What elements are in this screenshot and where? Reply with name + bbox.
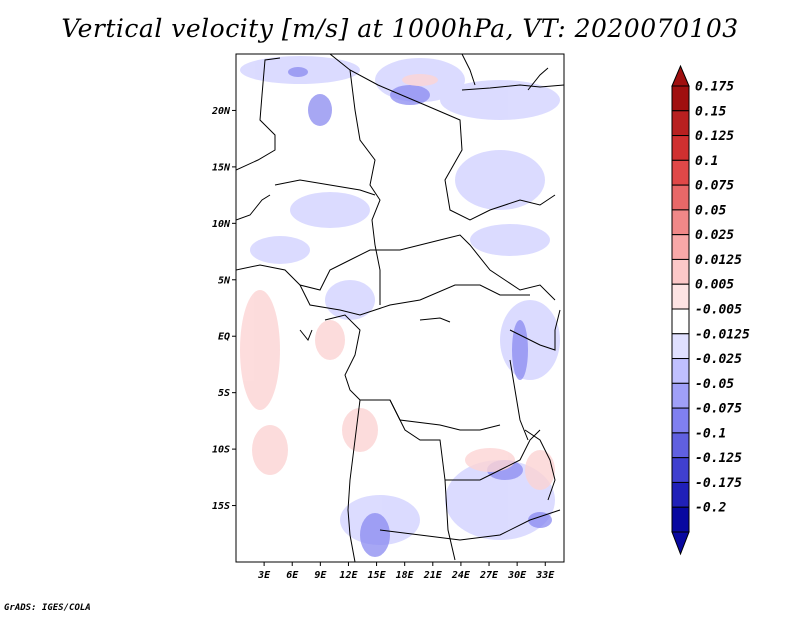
colorbar-label: -0.005 bbox=[695, 303, 742, 318]
colorbar-swatch bbox=[671, 184, 690, 211]
lon-tick-label: 24E bbox=[451, 570, 471, 581]
lat-tick-label: 15N bbox=[212, 162, 231, 173]
lon-tick-label: 12E bbox=[339, 570, 358, 581]
colorbar-label: -0.125 bbox=[695, 451, 742, 466]
colorbar-label: 0.0125 bbox=[695, 253, 742, 268]
colorbar-swatch bbox=[671, 407, 690, 434]
lat-tick-label: 5S bbox=[218, 388, 230, 399]
lat-tick-label: 20N bbox=[211, 106, 231, 117]
colorbar-swatch bbox=[671, 283, 690, 310]
lat-tick-label: 10S bbox=[212, 445, 230, 456]
lon-tick-label: 6E bbox=[286, 570, 299, 581]
colorbar-label: 0.005 bbox=[695, 278, 734, 293]
colorbar-label: -0.2 bbox=[695, 501, 726, 516]
longitude-axis: 3E 6E 9E 12E 15E 18E 21E 24E 27E 30E 33E bbox=[257, 562, 555, 581]
lat-tick-label: EQ bbox=[218, 332, 230, 343]
colorbar-swatch bbox=[671, 308, 690, 335]
colorbar-label: 0.075 bbox=[695, 179, 734, 194]
grads-credit: GrADS: IGES/COLA bbox=[4, 603, 91, 613]
lat-tick-label: 5N bbox=[218, 275, 231, 286]
country-borders bbox=[236, 54, 564, 562]
colorbar-swatch bbox=[671, 382, 690, 409]
colorbar-swatch bbox=[671, 358, 690, 384]
lon-tick-label: 18E bbox=[396, 570, 415, 581]
colorbar-label: -0.1 bbox=[695, 426, 726, 441]
lon-tick-label: 3E bbox=[257, 570, 271, 581]
map-title: Vertical velocity [m/s] at 1000hPa, VT: … bbox=[61, 14, 739, 43]
colorbar-swatch bbox=[671, 333, 690, 360]
lon-tick-label: 15E bbox=[368, 570, 387, 581]
colorbar-swatch bbox=[671, 234, 690, 260]
colorbar-label: 0.125 bbox=[695, 129, 734, 144]
colorbar-swatch bbox=[671, 110, 690, 137]
colorbar-label: 0.025 bbox=[695, 228, 734, 243]
lon-tick-label: 33E bbox=[535, 570, 555, 581]
lon-tick-label: 9E bbox=[314, 570, 327, 581]
colorbar-swatch bbox=[671, 209, 690, 236]
colorbar-swatch bbox=[671, 457, 690, 483]
colorbar-label: -0.075 bbox=[695, 402, 742, 417]
colorbar-label: 0.05 bbox=[695, 203, 726, 218]
lon-tick-label: 27E bbox=[479, 570, 499, 581]
colorbar-bottom-arrow bbox=[671, 531, 690, 556]
colorbar-label: -0.175 bbox=[695, 476, 742, 491]
colorbar-swatch bbox=[671, 506, 690, 533]
colorbar-label: 0.1 bbox=[695, 154, 718, 169]
colorbar-swatch bbox=[671, 481, 690, 508]
lat-tick-label: 15S bbox=[212, 501, 230, 512]
colorbar-label: -0.05 bbox=[695, 377, 734, 392]
colorbar-label: -0.025 bbox=[695, 352, 742, 367]
colorbar-label: 0.15 bbox=[695, 104, 726, 119]
velocity-field bbox=[236, 54, 564, 562]
colorbar-swatch bbox=[671, 159, 690, 186]
colorbar-swatch bbox=[671, 85, 690, 112]
colorbar-label: 0.175 bbox=[695, 80, 734, 95]
colorbar-swatch bbox=[671, 258, 690, 285]
colorbar-swatch bbox=[671, 135, 690, 161]
lon-tick-label: 30E bbox=[507, 570, 527, 581]
colorbar-top-arrow bbox=[671, 64, 690, 87]
lat-tick-label: 10N bbox=[212, 219, 231, 230]
strong-negative-velocity bbox=[288, 67, 552, 557]
colorbar-swatch bbox=[671, 432, 690, 459]
colorbar-label: -0.0125 bbox=[695, 327, 750, 342]
positive-velocity-shading bbox=[240, 74, 555, 490]
lon-tick-label: 21E bbox=[423, 570, 443, 581]
map-frame bbox=[235, 53, 565, 563]
latitude-axis: 20N 15N 10N 5N EQ 5S 10S 15S bbox=[211, 106, 236, 512]
